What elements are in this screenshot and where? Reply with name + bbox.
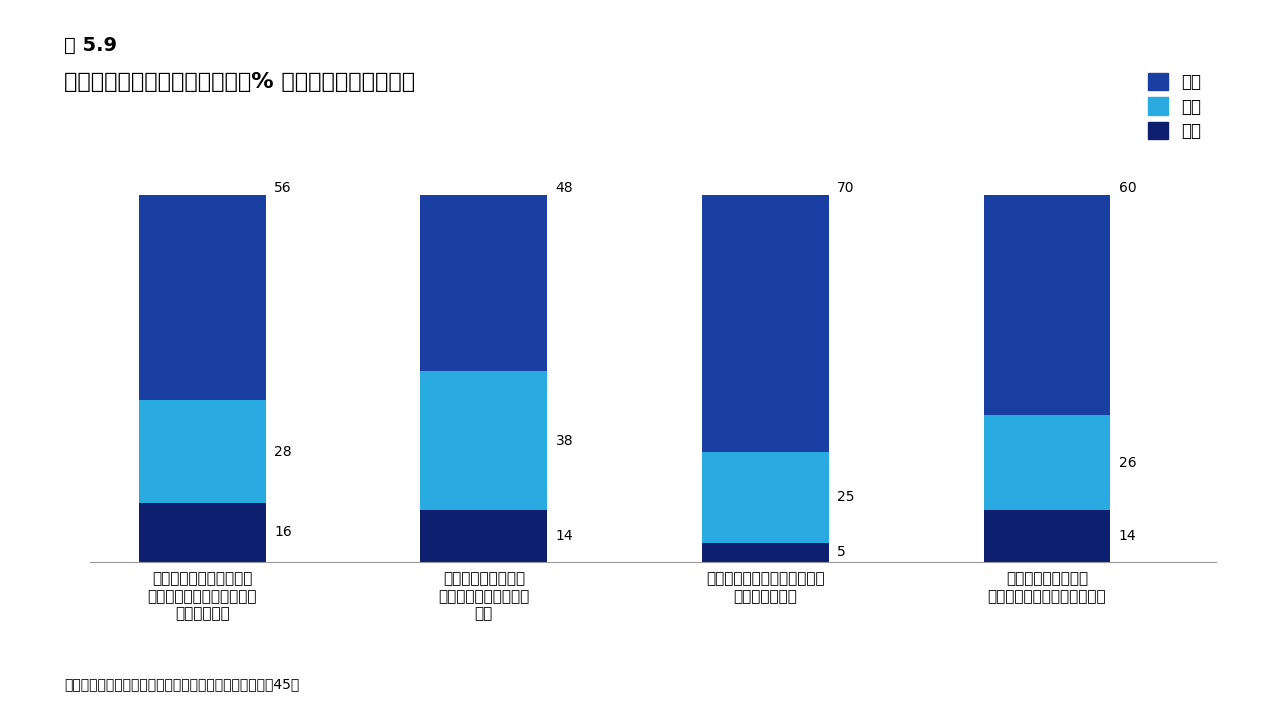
Text: 図 5.9: 図 5.9 <box>64 36 116 55</box>
Text: 60: 60 <box>1119 181 1137 195</box>
Bar <box>984 195 1111 415</box>
Bar <box>703 195 829 451</box>
Text: 25: 25 <box>837 490 855 505</box>
Legend: 同意, 中立, 反対: 同意, 中立, 反対 <box>1140 66 1207 147</box>
Bar <box>984 510 1111 562</box>
Text: 金に関する意見への同意状況（% 引用、中央銀行のみ）: 金に関する意見への同意状況（% 引用、中央銀行のみ） <box>64 72 415 92</box>
Text: 16: 16 <box>274 526 292 539</box>
Bar <box>420 371 548 510</box>
Bar <box>420 195 548 371</box>
Bar <box>138 195 266 400</box>
Text: 70: 70 <box>837 181 855 195</box>
Text: 14: 14 <box>1119 529 1137 543</box>
Text: 56: 56 <box>274 181 292 195</box>
Text: 26: 26 <box>1119 456 1137 469</box>
Bar <box>420 510 548 562</box>
Bar <box>138 503 266 562</box>
Bar <box>703 544 829 562</box>
Text: 48: 48 <box>556 181 573 195</box>
Text: 28: 28 <box>274 445 292 459</box>
Bar <box>138 400 266 503</box>
Text: 14: 14 <box>556 529 573 543</box>
Text: 38: 38 <box>556 433 573 448</box>
Text: 以下の内容にどの程度同意しますか？に対する回答数：45。: 以下の内容にどの程度同意しますか？に対する回答数：45。 <box>64 678 300 691</box>
Bar <box>984 415 1111 510</box>
Text: 5: 5 <box>837 546 846 559</box>
Bar <box>703 451 829 544</box>
